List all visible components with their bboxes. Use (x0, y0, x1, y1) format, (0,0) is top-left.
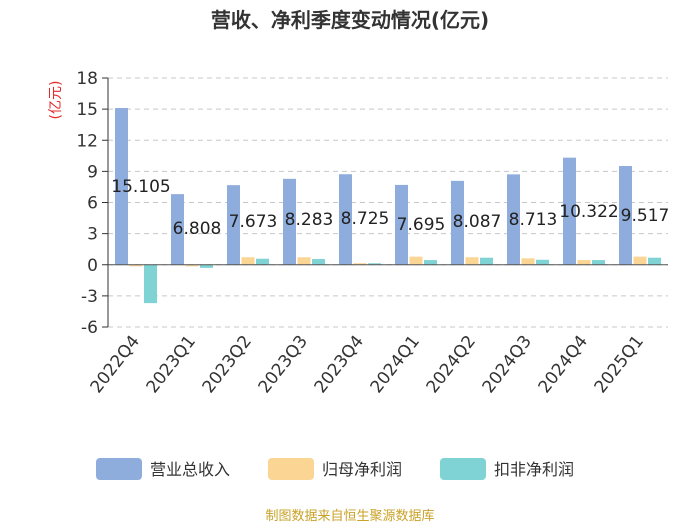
x-tick-label: 2023Q2 (199, 332, 256, 397)
y-tick-label: -6 (81, 318, 98, 338)
y-tick-label: 3 (87, 225, 98, 245)
data-label: 7.695 (397, 215, 446, 235)
bar-0-2 (227, 185, 240, 265)
bar-1-7 (521, 258, 535, 265)
bar-1-1 (185, 264, 199, 267)
data-label: 9.517 (621, 206, 670, 226)
y-axis-unit: (亿元) (48, 81, 64, 120)
bar-1-3 (297, 257, 311, 265)
data-labels: 15.105 6.808 7.673 8.283 8.725 7.695 8.087 8.71… (111, 177, 669, 239)
bar-2-5 (424, 260, 437, 265)
x-tick-label: 2023Q3 (255, 332, 312, 397)
data-label: 8.725 (341, 209, 390, 229)
x-tick-label: 2025Q1 (591, 332, 648, 397)
legend-label: 营业总收入 (150, 460, 230, 479)
bar-2-8 (592, 260, 605, 265)
y-axis-ticks: -6 -3 0 3 6 9 12 15 18 (76, 69, 108, 338)
bar-0-5 (395, 184, 408, 265)
x-tick-label: 2023Q1 (143, 332, 200, 397)
bar-2-3 (312, 259, 325, 265)
x-tick-label: 2023Q4 (311, 332, 368, 397)
bar-0-9 (619, 166, 632, 265)
legend: 营业总收入 归母净利润 扣非净利润 (96, 458, 574, 480)
bar-0-1 (171, 194, 184, 265)
data-label: 7.673 (229, 212, 278, 232)
bars (115, 108, 661, 304)
bar-2-1 (200, 264, 213, 268)
bar-1-5 (409, 256, 423, 265)
bar-1-9 (633, 256, 647, 265)
y-tick-label: -3 (81, 287, 98, 307)
x-tick-label: 2024Q2 (423, 332, 480, 397)
bar-1-2 (241, 257, 255, 265)
bar-1-0 (129, 264, 143, 267)
bar-2-9 (648, 257, 661, 265)
x-axis-ticks: 2022Q42023Q12023Q22023Q32023Q42024Q12024… (87, 332, 648, 397)
data-label: 8.283 (285, 210, 334, 230)
y-tick-label: 6 (87, 194, 98, 214)
bar-0-3 (283, 178, 296, 265)
bar-1-6 (465, 257, 479, 265)
chart-title: 营收、净利季度变动情况(亿元) (211, 8, 489, 32)
bar-2-0 (144, 264, 157, 304)
legend-label: 扣非净利润 (494, 460, 574, 479)
bar-0-0 (115, 108, 128, 265)
bar-0-8 (563, 157, 576, 265)
data-label: 8.713 (509, 210, 558, 230)
bar-2-7 (536, 259, 549, 265)
data-label: 10.322 (559, 202, 618, 222)
x-tick-label: 2024Q1 (367, 332, 424, 397)
bar-0-4 (339, 174, 352, 265)
bar-0-7 (507, 174, 520, 265)
bar-0-6 (451, 180, 464, 265)
data-label: 15.105 (111, 177, 170, 197)
y-tick-label: 9 (87, 162, 98, 182)
legend-swatch (440, 458, 486, 480)
data-label: 8.087 (453, 212, 502, 232)
y-tick-label: 0 (87, 256, 98, 276)
x-tick-label: 2024Q3 (479, 332, 536, 397)
y-tick-label: 18 (76, 69, 98, 89)
data-label: 6.808 (173, 219, 222, 239)
bar-2-6 (480, 257, 493, 265)
source-note: 制图数据来自恒生聚源数据库 (265, 508, 434, 524)
y-tick-label: 12 (76, 131, 98, 151)
legend-swatch (268, 458, 314, 480)
bar-2-4 (368, 263, 381, 265)
bar-1-4 (353, 263, 367, 265)
bar-1-8 (577, 260, 591, 265)
legend-swatch (96, 458, 142, 480)
x-tick-label: 2024Q4 (535, 332, 592, 397)
x-tick-label: 2022Q4 (87, 332, 144, 397)
legend-label: 归母净利润 (322, 460, 402, 479)
grid-lines (108, 77, 668, 328)
bar-2-2 (256, 258, 269, 265)
y-tick-label: 15 (76, 100, 98, 120)
